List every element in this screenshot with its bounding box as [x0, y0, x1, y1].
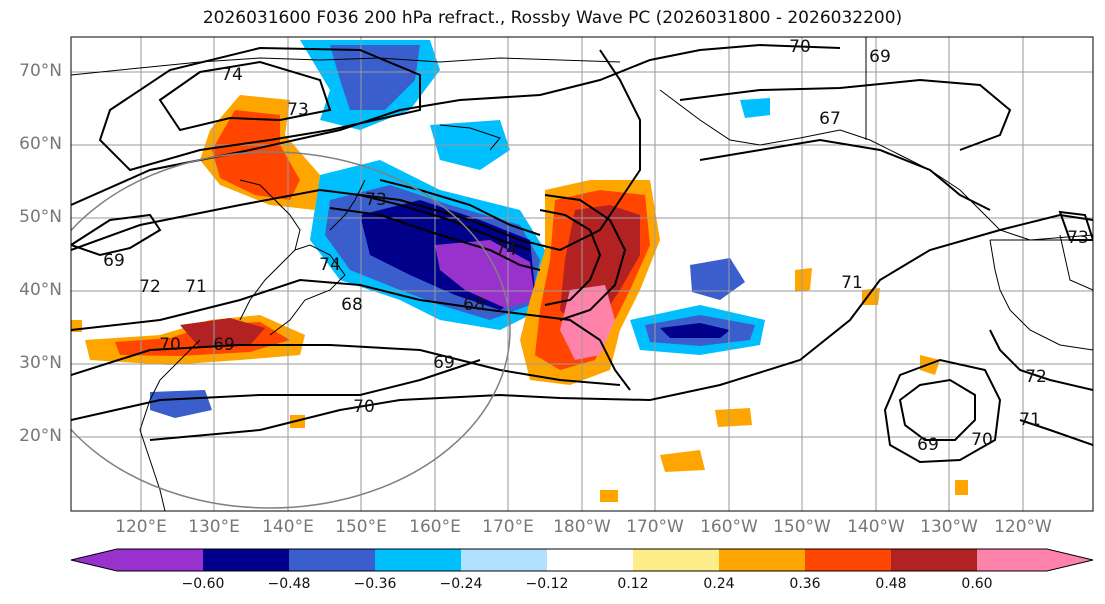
colorbar-outline [70, 548, 1094, 572]
contour-label: 68 [463, 295, 485, 315]
lat-label: 30°N [19, 353, 62, 373]
lat-label: 50°N [19, 207, 62, 227]
contour-label: 67 [819, 109, 841, 129]
contour-lines [71, 43, 1093, 464]
lon-label: 160°W [700, 517, 758, 537]
contour-label: 71 [841, 273, 863, 293]
colorbar-tick-label: 0.48 [875, 576, 907, 592]
positive-anomaly-region [955, 480, 968, 495]
lon-label: 120°E [115, 517, 167, 537]
colorbar-tick-label: 0.24 [703, 576, 735, 592]
colorbar-max-extend [1047, 549, 1093, 571]
chart-title: 2026031600 F036 200 hPa refract., Rossby… [202, 8, 903, 28]
colorbar-segment [633, 549, 719, 571]
contour-label: 74 [495, 240, 517, 260]
contour-label: 70 [971, 430, 993, 450]
negative-anomaly-region [330, 45, 420, 110]
lat-label: 40°N [19, 280, 62, 300]
colorbar-segment [375, 549, 461, 571]
contour-label: 70 [159, 335, 181, 355]
contour-labels: 74 73 70 69 67 71 69 74 68 68 72 73 69 7… [103, 37, 1089, 455]
negative-anomaly-region [150, 390, 212, 418]
positive-anomaly-region [180, 318, 265, 348]
positive-anomaly-region [600, 490, 618, 502]
positive-anomaly-region [715, 408, 752, 427]
lat-label: 70°N [19, 61, 62, 81]
contour-label: 71 [185, 277, 207, 297]
contour-label: 69 [433, 353, 455, 373]
colorbar-tick-label: −0.36 [353, 576, 397, 592]
lon-label: 140°E [262, 517, 314, 537]
colorbar-tick-label: −0.48 [267, 576, 311, 592]
lon-label: 150°E [335, 517, 387, 537]
lon-label: 170°E [482, 517, 534, 537]
coastlines [71, 37, 1093, 511]
colorbar-segment [719, 549, 805, 571]
contour-label: 69 [917, 435, 939, 455]
colorbar-tick-label: 0.60 [961, 576, 993, 592]
contour-label: 71 [1019, 410, 1041, 430]
lon-label: 180°W [553, 517, 611, 537]
colorbar-segment [977, 549, 1047, 571]
lon-label: 170°W [626, 517, 684, 537]
contour-label: 70 [789, 37, 811, 57]
colorbar-segment [805, 549, 891, 571]
negative-anomaly-region [660, 323, 730, 338]
positive-anomaly-region [920, 355, 940, 375]
contour-label: 72 [1025, 367, 1047, 387]
colorbar-segment [461, 549, 547, 571]
colorbar-segment [547, 549, 633, 571]
positive-anomaly-region [212, 110, 300, 200]
colorbar-tick-label: 0.36 [789, 576, 821, 592]
lon-label: 150°W [773, 517, 831, 537]
lon-label: 130°W [920, 517, 978, 537]
contour-label: 74 [319, 255, 341, 275]
colorbar-tick-label: 0.12 [617, 576, 649, 592]
lon-label: 160°E [409, 517, 461, 537]
lon-label: 130°E [188, 517, 240, 537]
colorbar-tick-label: −0.12 [525, 576, 569, 592]
lon-label: 120°W [994, 517, 1052, 537]
contour-label: 72 [139, 277, 161, 297]
contour-label: 73 [1067, 228, 1089, 248]
negative-anomaly-region [740, 98, 770, 118]
lon-label: 140°W [847, 517, 905, 537]
colorbar-segment [117, 549, 203, 571]
contour-label: 73 [365, 190, 387, 210]
colorbar-min-extend [71, 549, 117, 571]
range-circle [71, 151, 511, 509]
map-frame [70, 36, 1094, 512]
contour-label: 69 [103, 251, 125, 271]
lat-label: 60°N [19, 134, 62, 154]
lat-label: 20°N [19, 426, 62, 446]
contour-label: 69 [213, 335, 235, 355]
contour-label: 73 [287, 100, 309, 120]
negative-anomaly-region [690, 258, 745, 300]
contour-label: 69 [869, 47, 891, 67]
contour-label: 68 [341, 295, 363, 315]
colorbar [70, 548, 1094, 572]
colorbar-tick-label: −0.60 [181, 576, 225, 592]
colorbar-tick-label: −0.24 [439, 576, 483, 592]
contour-label: 74 [221, 65, 243, 85]
contour-label: 70 [353, 397, 375, 417]
colorbar-segment [289, 549, 375, 571]
colorbar-segment [203, 549, 289, 571]
positive-anomaly-region [795, 268, 812, 292]
positive-anomaly-region [660, 450, 705, 472]
colorbar-segment [891, 549, 977, 571]
